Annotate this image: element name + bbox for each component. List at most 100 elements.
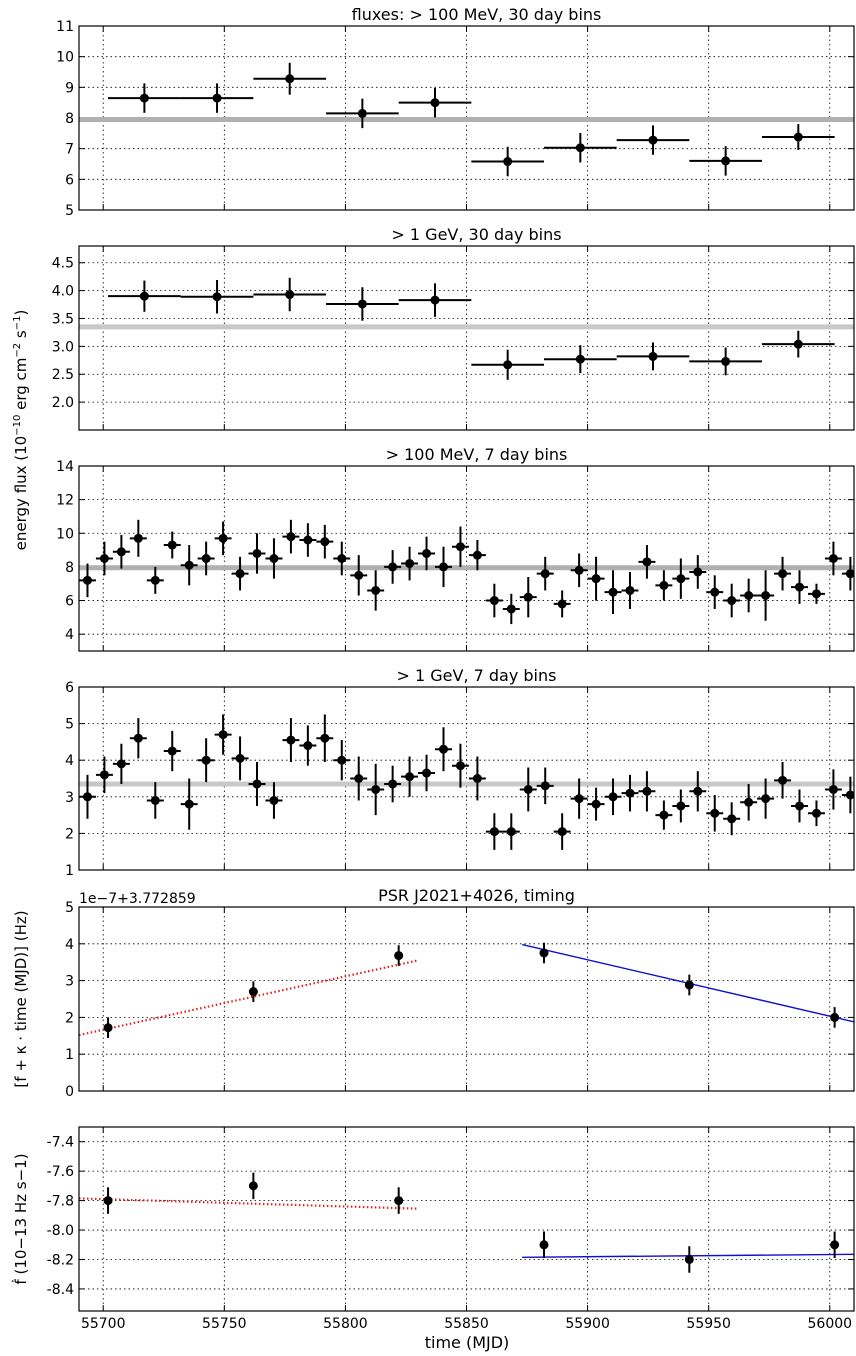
panel-title: > 100 MeV, 7 day bins [386, 445, 568, 464]
data-point [286, 532, 296, 542]
y-tick-label: 2.5 [52, 367, 74, 383]
panel-1: 5 6 7 8 9 10 11 fluxes: > 100 MeV, 30 day bins [56, 5, 855, 219]
data-point [139, 291, 149, 301]
y-tick-label: -7.6 [47, 1164, 74, 1180]
data-point [150, 795, 160, 805]
flux-ylabel-part3: s [12, 330, 30, 343]
data-point [608, 587, 618, 597]
offset-text: 1e−7+3.772859 [79, 891, 196, 907]
y-tick-label: 8 [65, 111, 74, 127]
data-point [540, 569, 550, 579]
flux-ylabel-part2: erg cm [12, 358, 30, 415]
y-tick-label: 6 [65, 594, 74, 610]
data-point [285, 290, 295, 300]
data-point [503, 360, 513, 370]
y-tick-label: 4.0 [52, 284, 74, 300]
data-point [303, 741, 313, 751]
data-point [201, 554, 211, 563]
flux-ylabel-exp3: −1 [12, 316, 23, 331]
fit-line-red [79, 1197, 419, 1210]
data-point [795, 801, 805, 811]
data-point [684, 1254, 694, 1264]
data-point [761, 794, 771, 804]
panel-5: 0 1 2 3 4 5 PSR J2021+4026, timing 1e−7+3.77285… [12, 886, 855, 1100]
data-point [116, 759, 126, 769]
y-tick-label: 10 [56, 50, 74, 66]
y-tick-label: 5 [65, 203, 74, 219]
data-point [394, 951, 404, 961]
data-point [212, 93, 222, 103]
data-point [184, 560, 194, 570]
data-point [625, 788, 635, 798]
data-layer [79, 519, 854, 625]
data-point [684, 980, 694, 990]
data-point [721, 356, 731, 366]
data-point [778, 775, 788, 785]
data-point [371, 784, 381, 794]
data-point [82, 792, 92, 802]
data-point [676, 801, 686, 811]
x-tick-label: 55950 [686, 1316, 731, 1332]
y-tick-label: 4 [65, 627, 74, 643]
data-point [693, 567, 703, 577]
data-point [167, 746, 177, 756]
data-point [218, 730, 228, 740]
data-point [778, 569, 788, 579]
panel-3: 4 6 8 10 12 14 > 100 MeV, 7 day bins [56, 445, 855, 652]
y-tick-label: 1 [65, 1047, 74, 1063]
x-tick-label: 55800 [323, 1316, 368, 1332]
axes-frame [78, 25, 855, 211]
data-point [506, 827, 516, 837]
data-point [575, 143, 585, 153]
data-point [337, 755, 347, 765]
data-point [574, 794, 584, 804]
data-point [574, 565, 584, 575]
data-layer [79, 942, 854, 1039]
y-axis-label: [f + κ · time (MJD)] (Hz) [12, 910, 30, 1087]
y-tick-label: 2 [65, 1010, 74, 1026]
x-tick-label: 56000 [808, 1316, 853, 1332]
data-point [793, 132, 803, 142]
data-point [139, 93, 149, 103]
data-point [557, 599, 567, 609]
data-point [539, 1240, 549, 1250]
data-point [371, 585, 381, 595]
data-point [503, 157, 513, 167]
axes-frame [78, 245, 855, 431]
data-point [388, 562, 398, 572]
y-tick-label: 5 [65, 717, 74, 733]
axes-frame [78, 1126, 855, 1312]
data-point [710, 808, 720, 818]
data-point [357, 299, 367, 309]
y-tick-label: 6 [65, 680, 74, 696]
y-tick-label: 7 [65, 142, 74, 158]
flux-ylabel-part1: energy flux (10 [12, 436, 30, 551]
y-tick-label: -8.4 [47, 1282, 74, 1298]
panel-4: 1 2 3 4 5 6 > 1 GeV, 7 day bins [65, 666, 855, 879]
data-point [845, 569, 854, 579]
data-point [845, 790, 854, 800]
data-point [320, 733, 330, 743]
panel-title: > 1 GeV, 30 day bins [391, 225, 561, 244]
data-layer [79, 714, 854, 850]
data-point [811, 589, 821, 599]
axes-frame [78, 465, 855, 652]
panel-title: fluxes: > 100 MeV, 30 day bins [352, 5, 602, 24]
panel-2: 2.0 2.5 3.0 3.5 4.0 4.5 > 1 GeV, 30 day bins [52, 225, 855, 431]
data-point [235, 569, 245, 579]
y-tick-label: -8.2 [47, 1252, 74, 1268]
data-point [252, 779, 262, 789]
data-point [394, 1196, 404, 1206]
fit-line-red [79, 959, 419, 1037]
data-point [793, 339, 803, 349]
data-point [557, 827, 567, 837]
y-tick-label: -7.4 [47, 1135, 74, 1151]
y-tick-label: 2 [65, 826, 74, 842]
data-point [710, 587, 720, 597]
data-point [103, 1023, 113, 1033]
data-point [830, 1012, 840, 1022]
data-point [472, 550, 482, 560]
data-point [252, 548, 262, 558]
data-point [693, 786, 703, 796]
y-tick-label: 12 [56, 493, 74, 509]
